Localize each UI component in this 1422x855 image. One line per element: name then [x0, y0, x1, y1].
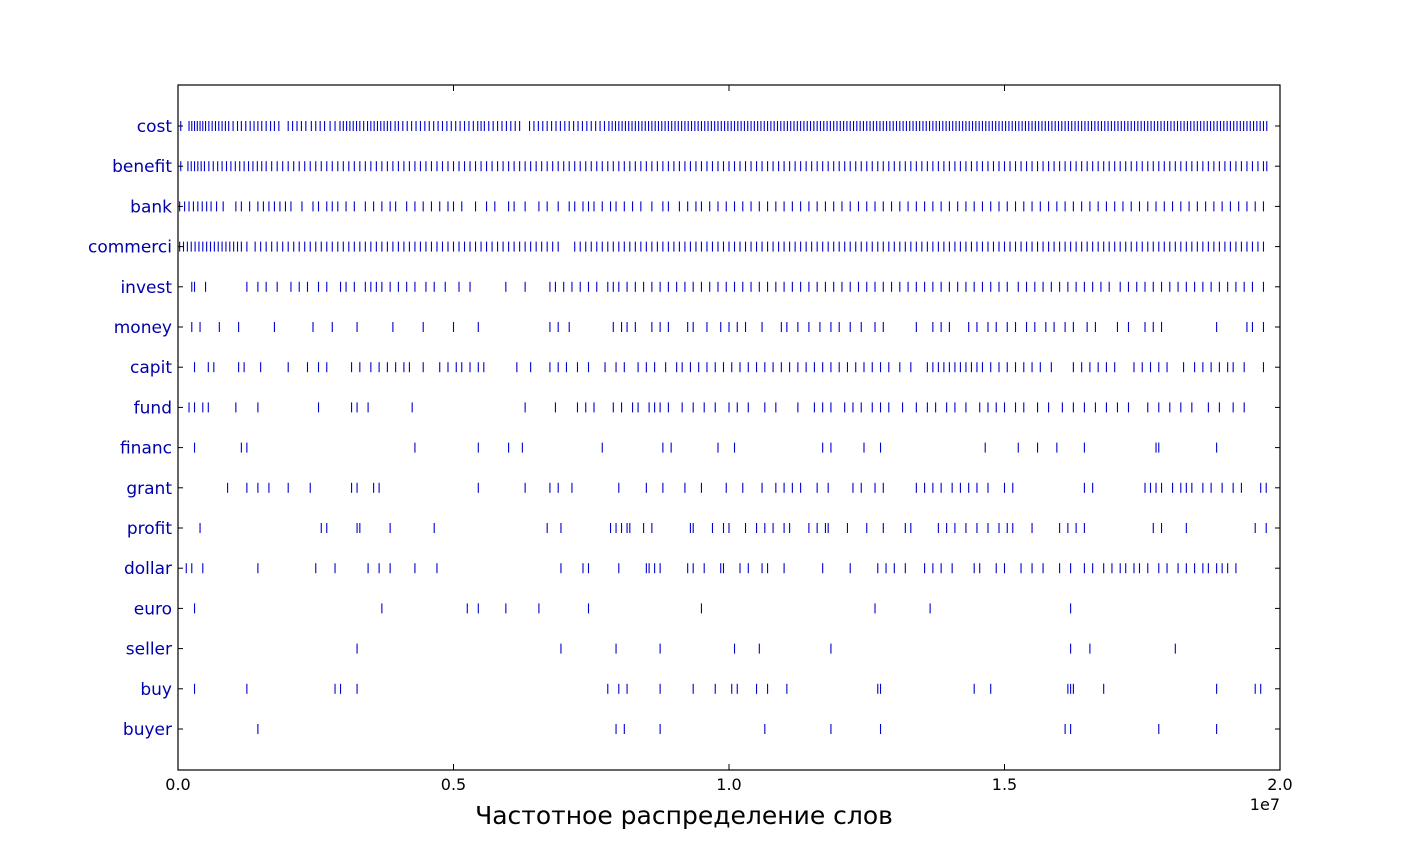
word-row-cost — [180, 121, 1268, 131]
word-row-buyer — [257, 724, 1218, 734]
y-tick-label-cost: cost — [137, 117, 173, 137]
y-tick-label-invest: invest — [120, 278, 172, 298]
word-row-buy — [193, 683, 1262, 694]
y-tick-label-seller: seller — [126, 640, 172, 660]
word-row-profit — [199, 523, 1267, 533]
y-tick-label-profit: profit — [127, 519, 173, 539]
y-tick-label-commerci: commerci — [88, 238, 172, 258]
x-tick-label-0: 0.0 — [165, 775, 190, 794]
word-row-euro — [193, 603, 1072, 614]
y-tick-label-grant: grant — [126, 479, 172, 499]
word-row-fund — [188, 402, 1245, 413]
word-row-benefit — [180, 161, 1268, 172]
x-tick-label-1: 0.5 — [441, 775, 466, 794]
y-tick-label-buyer: buyer — [123, 720, 172, 740]
word-row-dollar — [185, 563, 1237, 574]
y-tick-label-buy: buy — [140, 680, 172, 700]
marks-layer — [179, 121, 1268, 734]
y-tick-label-euro: euro — [134, 599, 172, 619]
y-axis: cost benefit bank commerci invest money capit f… — [88, 117, 1280, 740]
word-row-capit — [193, 362, 1265, 373]
y-tick-label-bank: bank — [130, 197, 172, 217]
y-tick-label-financ: financ — [120, 439, 172, 459]
plot-frame — [177, 84, 1281, 771]
word-row-commerci — [179, 241, 1265, 252]
x-axis-offset-label: 1e7 — [1250, 795, 1280, 814]
x-axis-label: Частотное распределение слов — [475, 801, 893, 830]
x-axis: 0.0 0.5 1.0 1.5 2.0 — [165, 85, 1293, 794]
y-tick-label-dollar: dollar — [124, 559, 172, 579]
word-row-money — [191, 322, 1265, 332]
word-row-bank — [179, 201, 1265, 212]
x-tick-label-2: 1.0 — [716, 775, 741, 794]
y-tick-label-capit: capit — [130, 358, 172, 378]
y-tick-label-fund: fund — [134, 398, 172, 418]
word-row-invest — [191, 281, 1265, 292]
x-tick-label-4: 2.0 — [1267, 775, 1292, 794]
y-tick-label-benefit: benefit — [112, 157, 172, 177]
x-tick-label-3: 1.5 — [992, 775, 1017, 794]
y-tick-label-money: money — [114, 318, 172, 338]
word-row-seller — [356, 643, 1176, 654]
word-row-financ — [193, 442, 1218, 453]
word-row-grant — [227, 482, 1267, 493]
